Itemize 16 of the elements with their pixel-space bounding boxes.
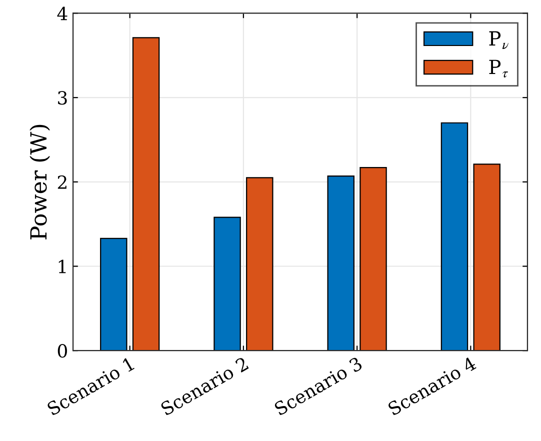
y-tick-label: 2 [58, 175, 66, 189]
y-tick-label: 0 [58, 344, 67, 358]
bar [100, 238, 128, 351]
legend-label: P$_{τ}$ [489, 60, 508, 78]
y-axis-title: Power (W) [30, 124, 50, 240]
bar [246, 177, 274, 351]
bar [327, 175, 354, 351]
y-tick-label: 3 [58, 91, 67, 105]
bar [473, 164, 500, 351]
bar [132, 37, 160, 351]
legend-label: P$_{ν}$ [489, 31, 508, 50]
bar [360, 167, 387, 351]
y-tick-label: 4 [57, 6, 68, 20]
bar [214, 216, 241, 351]
y-tick-label: 1 [58, 260, 66, 274]
bar [440, 122, 468, 351]
